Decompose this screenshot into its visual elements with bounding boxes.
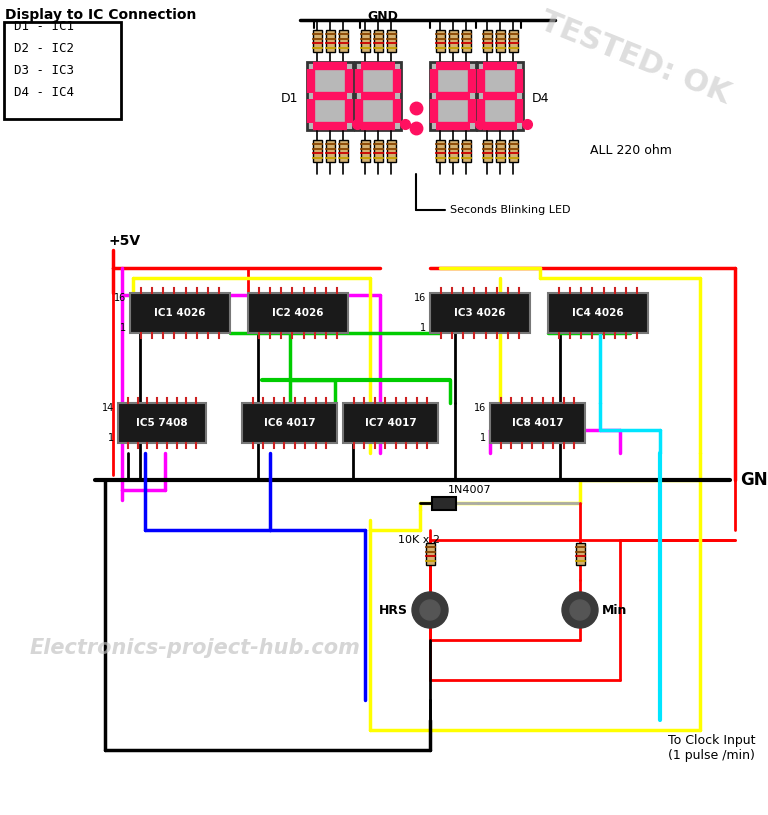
Bar: [482, 140, 492, 162]
Text: D2 - IC2: D2 - IC2: [14, 42, 74, 55]
Bar: [462, 140, 471, 162]
Bar: [326, 30, 335, 52]
Circle shape: [570, 600, 590, 620]
Text: 16: 16: [474, 403, 486, 413]
Bar: [326, 140, 335, 162]
Bar: [242, 403, 337, 443]
Text: IC1 4026: IC1 4026: [154, 308, 206, 318]
Bar: [339, 30, 347, 52]
Text: IC4 4026: IC4 4026: [572, 308, 624, 318]
Text: Min: Min: [602, 603, 627, 616]
Text: HRS: HRS: [379, 603, 408, 616]
Bar: [449, 30, 458, 52]
Bar: [130, 293, 230, 333]
Bar: [482, 30, 492, 52]
Text: Electronics-project-hub.com: Electronics-project-hub.com: [30, 638, 361, 658]
Bar: [449, 140, 458, 162]
Bar: [386, 140, 396, 162]
Bar: [360, 140, 369, 162]
Bar: [313, 30, 322, 52]
Bar: [386, 30, 396, 52]
Bar: [430, 62, 476, 130]
Bar: [307, 62, 353, 130]
Text: D1: D1: [280, 91, 298, 104]
Text: GND: GND: [368, 10, 399, 23]
Bar: [313, 140, 322, 162]
Circle shape: [562, 592, 598, 628]
Text: To Clock Input
(1 pulse /min): To Clock Input (1 pulse /min): [668, 734, 756, 762]
Text: 16: 16: [114, 293, 126, 303]
Bar: [343, 403, 438, 443]
Bar: [118, 403, 206, 443]
Bar: [373, 30, 382, 52]
Bar: [508, 140, 518, 162]
Bar: [490, 403, 585, 443]
Bar: [575, 543, 584, 565]
Bar: [548, 293, 648, 333]
Text: 1N4007: 1N4007: [448, 485, 492, 495]
Bar: [355, 62, 401, 130]
Text: 16: 16: [414, 293, 426, 303]
Text: 1: 1: [480, 433, 486, 443]
Text: IC6 4017: IC6 4017: [263, 418, 316, 428]
Bar: [462, 30, 471, 52]
Text: 1: 1: [420, 323, 426, 333]
Text: 1: 1: [120, 323, 126, 333]
Bar: [495, 140, 505, 162]
Bar: [430, 293, 530, 333]
Bar: [425, 543, 435, 565]
Text: ALL 220 ohm: ALL 220 ohm: [590, 143, 672, 156]
Bar: [495, 30, 505, 52]
Bar: [435, 140, 445, 162]
Bar: [432, 497, 456, 510]
Text: 10K x 2: 10K x 2: [398, 535, 440, 545]
FancyBboxPatch shape: [4, 22, 121, 119]
Text: D4 - IC4: D4 - IC4: [14, 86, 74, 99]
Bar: [373, 140, 382, 162]
Bar: [360, 30, 369, 52]
Bar: [508, 30, 518, 52]
Text: IC7 4017: IC7 4017: [365, 418, 416, 428]
Text: IC3 4026: IC3 4026: [454, 308, 506, 318]
Text: TESTED: OK: TESTED: OK: [536, 7, 734, 109]
Text: 1: 1: [108, 433, 114, 443]
Text: IC2 4026: IC2 4026: [272, 308, 324, 318]
Text: +5V: +5V: [108, 234, 140, 248]
Text: GND: GND: [740, 471, 768, 489]
Bar: [248, 293, 348, 333]
Text: D3 - IC3: D3 - IC3: [14, 64, 74, 77]
Text: Seconds Blinking LED: Seconds Blinking LED: [450, 205, 571, 215]
Bar: [339, 140, 347, 162]
Text: Display to IC Connection: Display to IC Connection: [5, 8, 197, 22]
Text: D4: D4: [532, 91, 549, 104]
Circle shape: [420, 600, 440, 620]
Text: D1 - IC1: D1 - IC1: [14, 20, 74, 33]
Text: IC8 4017: IC8 4017: [511, 418, 563, 428]
Text: 14: 14: [101, 403, 114, 413]
Text: IC5 7408: IC5 7408: [136, 418, 188, 428]
Circle shape: [412, 592, 448, 628]
Bar: [435, 30, 445, 52]
Bar: [477, 62, 523, 130]
